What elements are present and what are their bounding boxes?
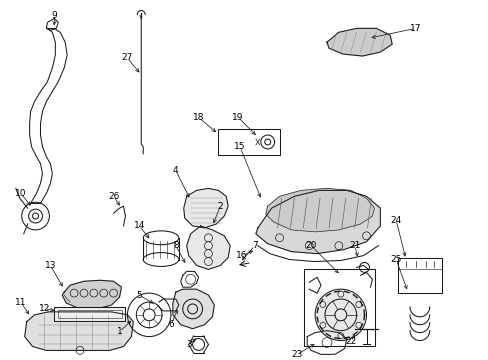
Text: 12: 12	[39, 305, 50, 314]
Text: 17: 17	[409, 24, 421, 33]
Text: 13: 13	[44, 261, 56, 270]
Text: 16: 16	[236, 251, 247, 260]
Text: 6: 6	[168, 320, 173, 329]
Text: 25: 25	[389, 255, 401, 264]
Text: 21: 21	[348, 241, 360, 250]
Bar	[304, 269, 375, 346]
Text: 7: 7	[251, 241, 257, 250]
Text: 23: 23	[291, 350, 303, 359]
Text: 24: 24	[390, 216, 401, 225]
Circle shape	[314, 289, 366, 341]
Polygon shape	[24, 312, 133, 350]
Text: 20: 20	[305, 241, 316, 250]
Polygon shape	[265, 188, 374, 232]
Text: 15: 15	[234, 143, 245, 152]
Bar	[54, 307, 125, 321]
Polygon shape	[183, 188, 228, 228]
Text: 2: 2	[217, 202, 223, 211]
Text: 27: 27	[122, 54, 133, 63]
Bar	[58, 310, 121, 318]
Polygon shape	[62, 280, 121, 309]
Text: 26: 26	[108, 192, 119, 201]
Bar	[397, 257, 441, 293]
Polygon shape	[186, 226, 230, 269]
Polygon shape	[173, 289, 214, 329]
Text: 19: 19	[232, 113, 244, 122]
Polygon shape	[255, 190, 380, 253]
Text: 14: 14	[133, 221, 144, 230]
Text: 11: 11	[15, 297, 26, 306]
Bar	[218, 129, 279, 155]
Text: 1: 1	[117, 327, 122, 336]
Text: 9: 9	[51, 11, 57, 20]
Text: 8: 8	[173, 241, 178, 250]
Text: 5: 5	[136, 291, 142, 300]
Text: 22: 22	[345, 337, 356, 346]
Text: 10: 10	[15, 189, 26, 198]
Text: 18: 18	[192, 113, 204, 122]
Text: 3: 3	[185, 340, 191, 349]
Polygon shape	[326, 28, 391, 56]
Text: 4: 4	[173, 166, 178, 175]
